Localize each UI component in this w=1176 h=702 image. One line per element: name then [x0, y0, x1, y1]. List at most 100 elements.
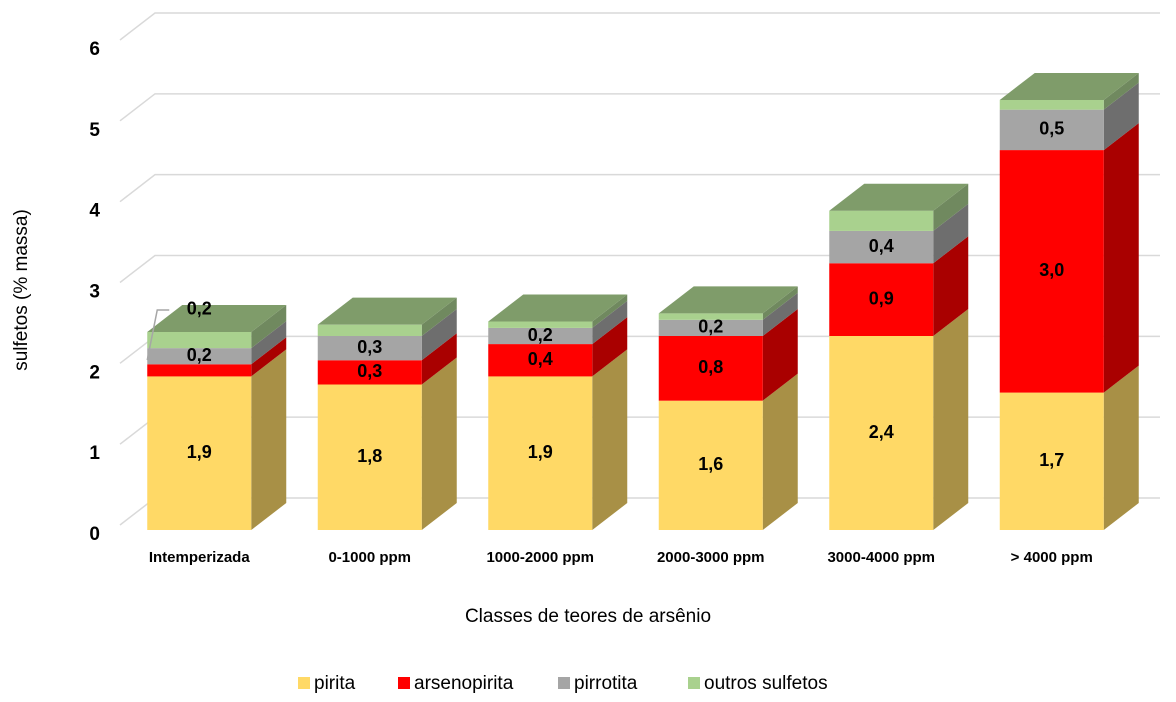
bar	[999, 99, 1104, 110]
x-tick-label: > 4000 ppm	[1011, 549, 1093, 566]
bar	[317, 336, 422, 361]
y-axis-title: sulfetos (% massa)	[11, 209, 32, 371]
y-tick-label: 1	[89, 443, 100, 464]
data-label: 1,9	[528, 442, 553, 462]
data-label: 1,8	[357, 446, 382, 466]
bar-top	[658, 286, 798, 314]
data-label: 0,2	[187, 345, 212, 365]
legend-swatch	[688, 677, 700, 689]
legend: pirita arsenopirita pirrotita outros sulfet…	[298, 673, 828, 694]
bar	[829, 263, 934, 336]
bar-side	[251, 337, 287, 377]
bar	[658, 400, 763, 530]
bar-side	[933, 183, 969, 231]
data-label: 1,6	[698, 454, 723, 474]
data-label: 0,4	[869, 236, 894, 256]
bar-side	[421, 333, 457, 385]
x-tick-label: 0-1000 ppm	[328, 549, 411, 566]
bar	[317, 324, 422, 336]
bar-side	[421, 357, 457, 530]
bar	[317, 360, 422, 385]
bar-side	[762, 286, 798, 320]
grid-line	[119, 254, 1160, 284]
legend-swatch	[398, 677, 410, 689]
bar-side	[762, 309, 798, 401]
bar-side	[421, 297, 457, 336]
bar	[488, 321, 593, 328]
grid-line	[119, 12, 1160, 41]
bar-side	[1103, 123, 1139, 393]
bar-side	[592, 300, 628, 345]
data-label: 0,4	[528, 349, 553, 369]
legend-label: pirrotita	[574, 673, 638, 694]
bar-side	[1103, 82, 1139, 151]
bar-top	[999, 72, 1139, 100]
bar	[999, 109, 1104, 151]
bar-side	[762, 292, 798, 336]
bar	[658, 313, 763, 320]
bar	[829, 210, 934, 231]
data-label: 0,2	[698, 317, 723, 337]
bar-side	[592, 294, 628, 328]
bar-side	[933, 236, 969, 336]
bar	[488, 376, 593, 530]
bar	[147, 364, 252, 377]
bar-top	[317, 297, 457, 325]
bar	[488, 327, 593, 345]
data-label: 3,0	[1039, 260, 1064, 280]
data-label: 0,9	[869, 288, 894, 308]
x-tick-label: Intemperizada	[149, 549, 251, 566]
bar	[999, 392, 1104, 530]
bar-side	[251, 349, 287, 530]
bar	[829, 336, 934, 530]
data-label: 0,2	[187, 299, 212, 319]
grid-line	[119, 173, 1160, 203]
y-tick-label: 6	[89, 39, 100, 60]
bar-side	[251, 304, 287, 349]
legend-swatch	[558, 677, 570, 689]
bar	[658, 336, 763, 401]
bar-side	[251, 321, 287, 365]
bar	[317, 384, 422, 530]
bar	[147, 376, 252, 530]
bar-side	[933, 203, 969, 264]
y-tick-label: 0	[89, 524, 100, 545]
bar-top	[829, 183, 969, 211]
bar	[658, 319, 763, 336]
bar-side	[592, 349, 628, 530]
y-tick-label: 3	[89, 282, 100, 303]
legend-label: outros sulfetos	[704, 673, 828, 694]
data-label: 0,3	[357, 337, 382, 357]
bar	[999, 150, 1104, 393]
bar-side	[933, 309, 969, 530]
bar	[147, 348, 252, 365]
bar-side	[592, 317, 628, 377]
legend-label: pirita	[314, 673, 356, 694]
bar	[147, 331, 252, 349]
bar-top	[488, 294, 628, 322]
bar-side	[1103, 72, 1139, 110]
x-tick-label: 2000-3000 ppm	[657, 549, 765, 566]
legend-swatch	[298, 677, 310, 689]
legend-label: arsenopirita	[414, 673, 514, 694]
y-tick-label: 2	[89, 362, 100, 383]
bar-side	[1103, 365, 1139, 530]
leader-line	[146, 309, 170, 361]
data-label: 0,3	[357, 361, 382, 381]
data-label: 0,5	[1039, 119, 1064, 139]
data-label: 2,4	[869, 422, 894, 442]
y-tick-label: 4	[89, 201, 100, 222]
y-tick-label: 5	[89, 120, 100, 141]
bar-side	[762, 373, 798, 530]
data-label: 0,2	[528, 325, 553, 345]
data-label: 1,7	[1039, 450, 1064, 470]
grid-line	[119, 93, 1160, 122]
bar	[829, 230, 934, 264]
x-axis-title: Classes de teores de arsênio	[465, 606, 711, 627]
bar-side	[421, 309, 457, 361]
bar	[488, 344, 593, 377]
x-tick-label: 3000-4000 ppm	[827, 549, 935, 566]
data-label: 0,8	[698, 357, 723, 377]
x-tick-label: 1000-2000 ppm	[486, 549, 594, 566]
